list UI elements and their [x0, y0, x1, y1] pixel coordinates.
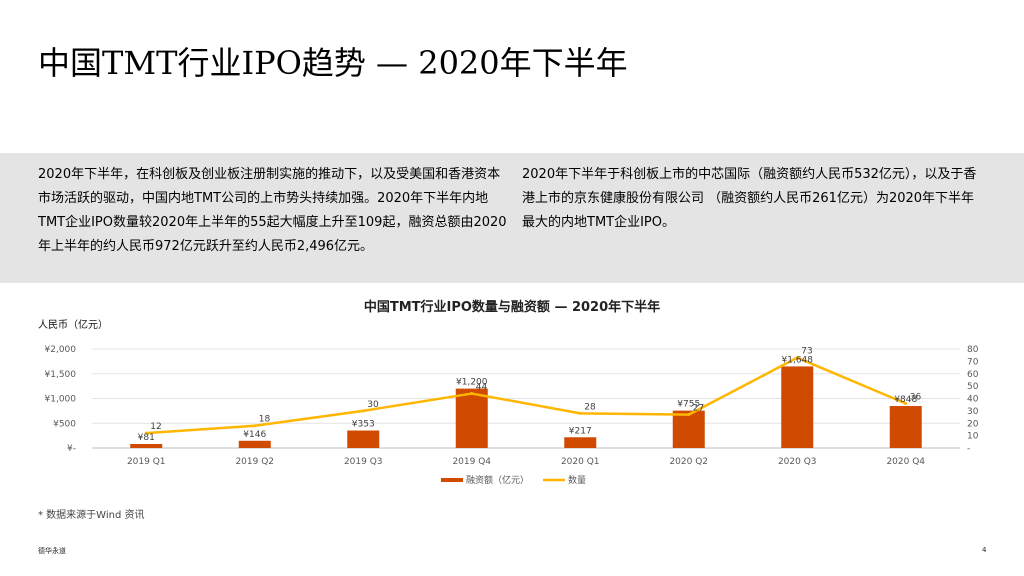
bar-value-label: ¥146 — [243, 430, 266, 440]
x-tick-label: 2020 Q2 — [669, 457, 708, 467]
chart-gridlines — [92, 348, 960, 449]
line-value-label: 12 — [150, 422, 161, 432]
y-tick-label: ¥1,000 — [45, 395, 77, 405]
y2-tick-label: 80 — [967, 345, 979, 355]
summary-left-text: 2020年下半年，在科创板及创业板注册制实施的推动下，以及受美国和香港资本市场活… — [38, 167, 507, 254]
y2-tick-label: 50 — [967, 382, 979, 392]
x-tick-label: 2019 Q4 — [452, 457, 491, 467]
chart-legend: 融资额（亿元） 数量 — [441, 474, 586, 486]
line-value-label: 30 — [367, 400, 379, 410]
y2-tick-label: 30 — [967, 407, 979, 417]
y-tick-label: ¥500 — [53, 419, 76, 429]
line-point — [578, 411, 582, 415]
line-value-label: 44 — [476, 383, 488, 393]
page-number: 4 — [982, 546, 987, 554]
x-tick-label: 2020 Q1 — [561, 457, 600, 467]
line-value-label: 73 — [801, 347, 812, 357]
y2-tick-label: 40 — [967, 395, 979, 405]
chart-y-axis-right: - 10 20 30 40 50 60 70 80 — [967, 345, 979, 454]
bar-2019-Q3 — [347, 430, 380, 448]
bar-2019-Q4 — [455, 388, 488, 448]
y2-tick-label: - — [967, 444, 970, 454]
line-value-label: 27 — [693, 404, 704, 414]
chart-line-labels: 12 18 30 44 28 27 73 36 — [150, 347, 921, 432]
chart-x-axis: 2019 Q1 2019 Q2 2019 Q3 2019 Q4 2020 Q1 2020 … — [127, 457, 925, 467]
line-point — [470, 392, 474, 396]
chart-y-axis-left: ¥- ¥500 ¥1,000 ¥1,500 ¥2,000 — [45, 345, 77, 454]
y2-tick-label: 10 — [967, 432, 979, 442]
bar-value-label: ¥81 — [138, 433, 155, 443]
chart-y-axis-unit-label: 人民币（亿元） — [38, 320, 108, 331]
bar-value-label: ¥353 — [352, 420, 375, 430]
y2-tick-label: 70 — [967, 357, 979, 367]
bar-value-label: ¥217 — [569, 426, 592, 436]
line-value-label: 36 — [910, 392, 922, 402]
x-tick-label: 2019 Q3 — [344, 457, 383, 467]
y-tick-label: ¥1,500 — [45, 370, 77, 380]
legend-label-quantity: 数量 — [568, 474, 586, 486]
summary-panel — [0, 153, 1024, 283]
y-tick-label: ¥- — [67, 444, 76, 454]
bar-2020-Q4 — [889, 406, 922, 448]
bar-value-label: ¥848 — [894, 395, 917, 405]
chart-line-series — [144, 356, 908, 435]
chart-bars — [130, 366, 922, 448]
bar-value-label: ¥755 — [677, 400, 700, 410]
chart-title: 中国TMT行业IPO数量与融资额 — 2020年下半年 — [363, 300, 661, 315]
line-point — [253, 424, 257, 428]
line-point — [795, 356, 799, 360]
line-point — [904, 401, 908, 405]
brand-name: 德华永道 — [38, 547, 66, 555]
y2-tick-label: 60 — [967, 370, 979, 380]
line-point — [144, 431, 148, 435]
line-value-label: 28 — [584, 402, 596, 412]
bar-2020-Q1 — [564, 437, 597, 448]
source-footnote: * 数据来源于Wind 资讯 — [38, 510, 145, 521]
summary-right-column: 2020年下半年于科创板上市的中芯国际（融资额约人民币532亿元），以及于香港上… — [522, 163, 987, 235]
line-value-label: 18 — [259, 415, 271, 425]
y-tick-label: ¥2,000 — [45, 345, 77, 355]
x-tick-label: 2019 Q2 — [235, 457, 274, 467]
legend-label-amount: 融资额（亿元） — [466, 474, 529, 486]
bar-2019-Q1 — [130, 443, 163, 448]
legend-swatch-amount — [441, 478, 463, 482]
bar-value-label: ¥1,648 — [782, 355, 814, 365]
x-tick-label: 2020 Q3 — [778, 457, 817, 467]
line-point — [361, 409, 365, 413]
bar-value-label: ¥1,200 — [456, 378, 488, 388]
bar-2020-Q3 — [781, 366, 814, 448]
ipo-combo-chart: ¥- ¥500 ¥1,000 ¥1,500 ¥2,000 - 10 20 30 40 50 60 70… — [45, 345, 979, 486]
line-point — [687, 413, 691, 417]
bar-2020-Q2 — [672, 410, 705, 448]
y2-tick-label: 20 — [967, 419, 979, 429]
chart-bar-labels: ¥81 ¥146 ¥353 ¥1,200 ¥217 ¥755 ¥1,648 ¥848 — [138, 355, 918, 443]
line-quantity — [146, 356, 907, 435]
page-title: 中国TMT行业IPO趋势 — 2020年下半年 — [38, 44, 628, 82]
x-tick-label: 2019 Q1 — [127, 457, 166, 467]
x-tick-label: 2020 Q4 — [886, 457, 925, 467]
bar-2019-Q2 — [238, 440, 271, 448]
summary-right-paragraph: 2020年下半年于科创板上市的中芯国际（融资额约人民币532亿元），以及于香港上… — [522, 167, 977, 230]
